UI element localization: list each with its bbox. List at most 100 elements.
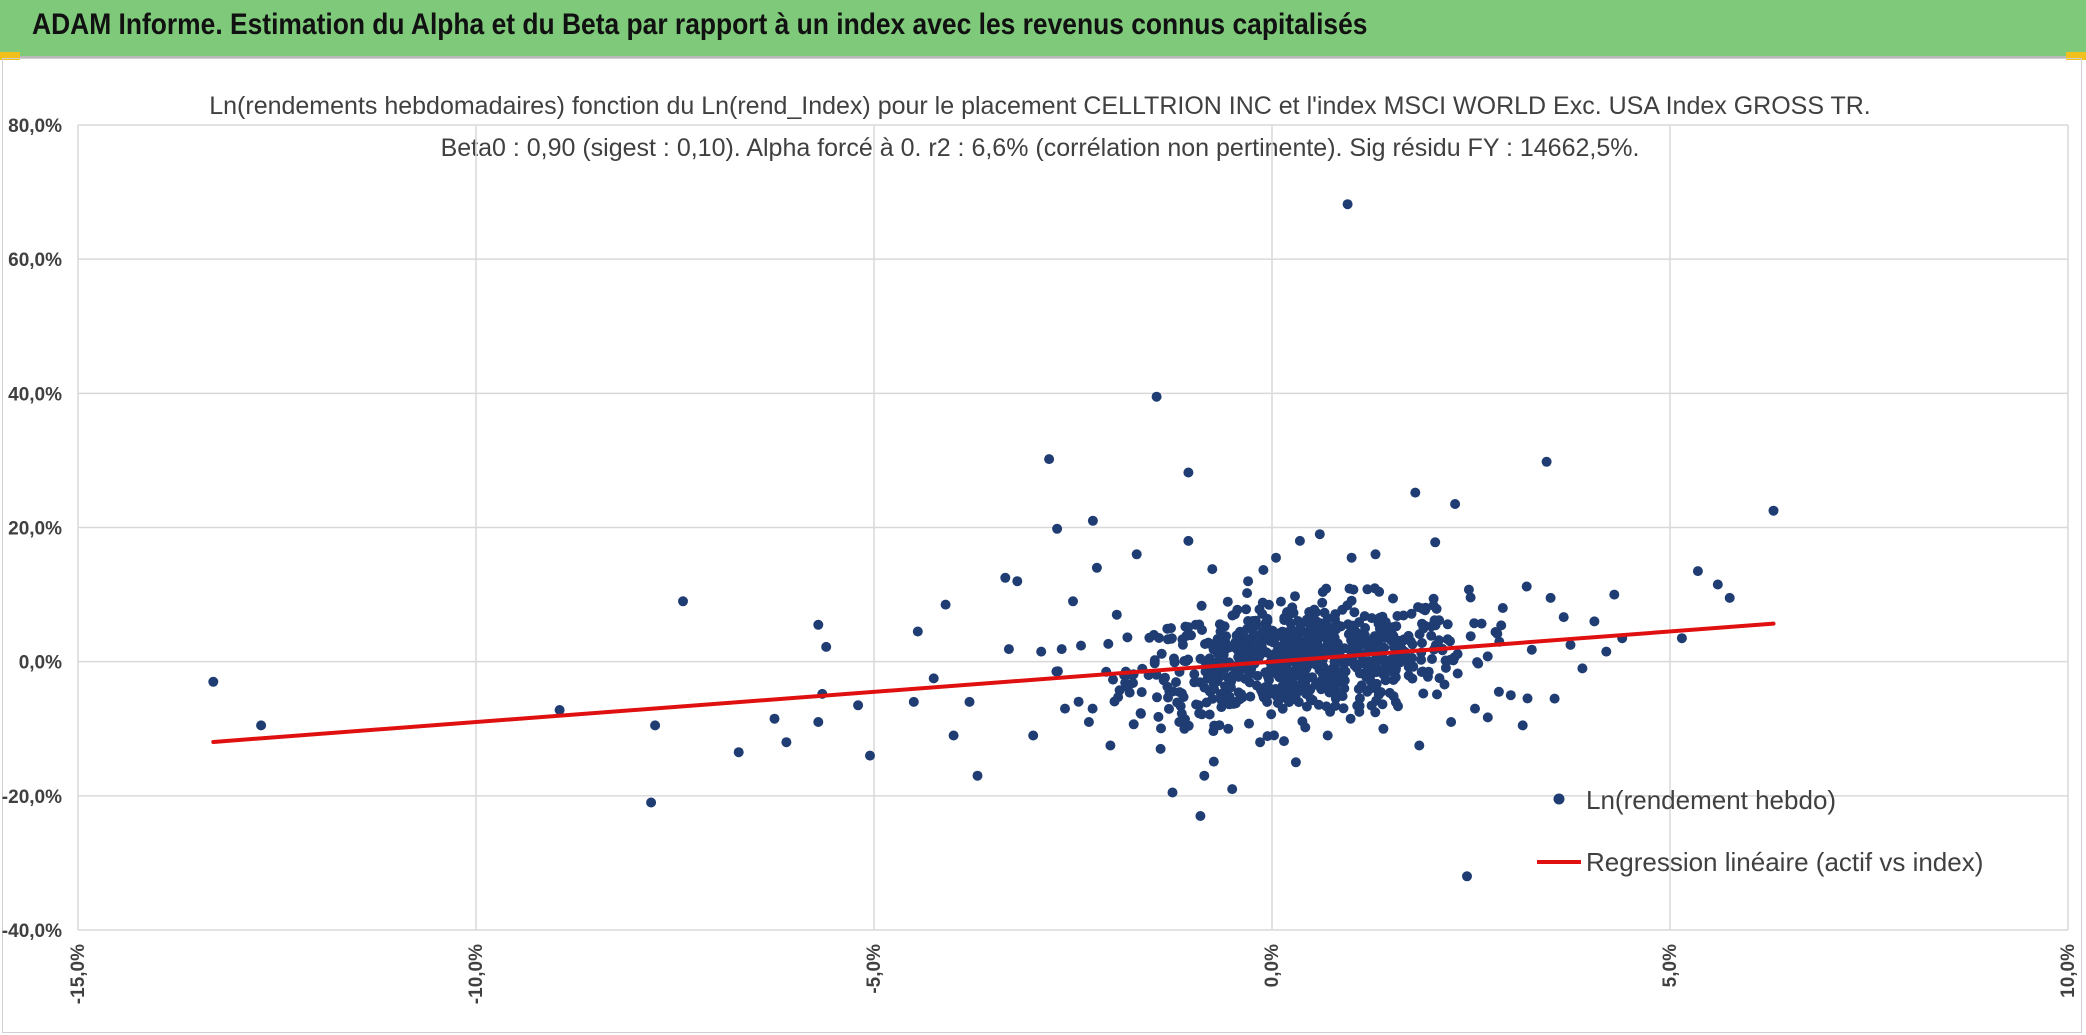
report-banner: ADAM Informe. Estimation du Alpha et du …	[0, 0, 2086, 58]
data-point	[1223, 723, 1234, 734]
data-point	[1442, 619, 1453, 630]
data-point	[1420, 605, 1431, 616]
data-point	[1208, 678, 1219, 689]
data-point	[1195, 811, 1206, 821]
data-point	[1103, 638, 1114, 649]
data-point	[1577, 663, 1588, 674]
report-title: ADAM Informe. Estimation du Alpha et du …	[32, 8, 1368, 41]
series-layer	[208, 199, 1779, 882]
data-point	[1497, 603, 1508, 613]
data-point	[1319, 607, 1330, 618]
x-tick-label: 10,0%	[2058, 944, 2079, 998]
y-tick-label: 0,0%	[19, 653, 62, 674]
data-point	[208, 676, 219, 687]
data-point	[1200, 656, 1211, 667]
data-point	[865, 750, 875, 761]
data-point	[1108, 674, 1118, 685]
data-point	[1330, 659, 1341, 670]
data-point	[1463, 584, 1474, 595]
data-point	[1275, 596, 1286, 607]
data-point	[1301, 701, 1312, 712]
data-point	[1174, 687, 1185, 698]
data-point	[1380, 675, 1391, 686]
data-point	[1302, 616, 1313, 627]
data-point	[1375, 665, 1386, 676]
data-point	[1247, 636, 1258, 647]
data-point	[1204, 709, 1215, 720]
data-point	[1242, 588, 1253, 599]
data-point	[1060, 703, 1070, 714]
data-point	[1279, 736, 1289, 747]
data-point	[1298, 680, 1308, 691]
data-point	[1087, 515, 1098, 526]
data-point	[948, 730, 959, 741]
data-point	[1290, 757, 1301, 768]
data-point	[1417, 638, 1427, 648]
data-point	[1330, 693, 1341, 704]
legend: Ln(rendement hebdo) Regression linéaire …	[1537, 785, 1983, 877]
data-point	[1183, 535, 1194, 546]
data-point	[1163, 692, 1173, 703]
data-point	[1244, 718, 1254, 729]
data-point	[1353, 684, 1364, 694]
data-point	[650, 720, 661, 731]
data-point	[1434, 673, 1445, 684]
data-point	[1194, 708, 1205, 719]
data-point	[1374, 586, 1385, 597]
x-axis-tick-labels: -15,0% -10,0% -5,0% 0,0% 5,0% 10,0%	[68, 944, 2079, 1004]
data-point	[1131, 549, 1142, 560]
data-point	[781, 737, 792, 748]
data-point	[908, 696, 919, 707]
data-point	[1348, 584, 1359, 595]
data-point	[1282, 627, 1293, 638]
data-point	[1151, 391, 1162, 402]
data-point	[912, 626, 923, 637]
x-tick-label: 0,0%	[1262, 944, 1283, 987]
data-point	[1430, 537, 1441, 548]
data-point	[1287, 674, 1298, 685]
data-point	[1384, 632, 1395, 643]
chart-title-bg	[228, 92, 1858, 128]
data-point	[1390, 672, 1401, 683]
data-point	[1357, 633, 1368, 644]
data-point	[1330, 614, 1340, 625]
data-point	[1418, 623, 1429, 634]
data-point	[1200, 639, 1210, 649]
data-point	[1257, 689, 1268, 700]
data-point	[1264, 675, 1274, 685]
data-point	[1036, 646, 1047, 657]
data-point	[646, 797, 657, 808]
data-point	[813, 619, 824, 630]
data-point	[1322, 730, 1333, 741]
data-point	[1676, 633, 1687, 644]
data-point	[1371, 678, 1382, 689]
data-point	[1276, 663, 1287, 674]
data-point	[1505, 690, 1516, 701]
data-point	[1522, 693, 1533, 704]
data-point	[1262, 613, 1273, 624]
data-point	[1470, 703, 1480, 714]
data-point	[1232, 640, 1243, 651]
data-point	[1122, 632, 1133, 643]
data-point	[1171, 677, 1181, 688]
data-point	[1526, 644, 1537, 655]
data-point	[1152, 692, 1162, 703]
data-point	[1440, 655, 1451, 666]
data-point	[1272, 698, 1283, 708]
chart-frame	[2, 58, 2082, 1033]
data-point	[1305, 693, 1316, 704]
y-tick-label: 40,0%	[8, 384, 62, 405]
data-point	[1331, 624, 1341, 635]
data-point	[1256, 635, 1267, 646]
data-point	[1465, 592, 1476, 603]
x-tick-label: 5,0%	[1660, 944, 1681, 987]
corner-marker-right	[2066, 52, 2086, 60]
data-point	[1190, 619, 1201, 630]
data-point	[1160, 672, 1170, 683]
data-point	[1300, 722, 1311, 733]
data-point	[1154, 633, 1164, 643]
x-tick-label: -10,0%	[466, 944, 487, 1004]
chart-subtitle: Beta0 : 0,90 (sigest : 0,10). Alpha forc…	[441, 134, 1640, 162]
data-point	[1342, 199, 1353, 210]
data-point	[821, 641, 832, 652]
